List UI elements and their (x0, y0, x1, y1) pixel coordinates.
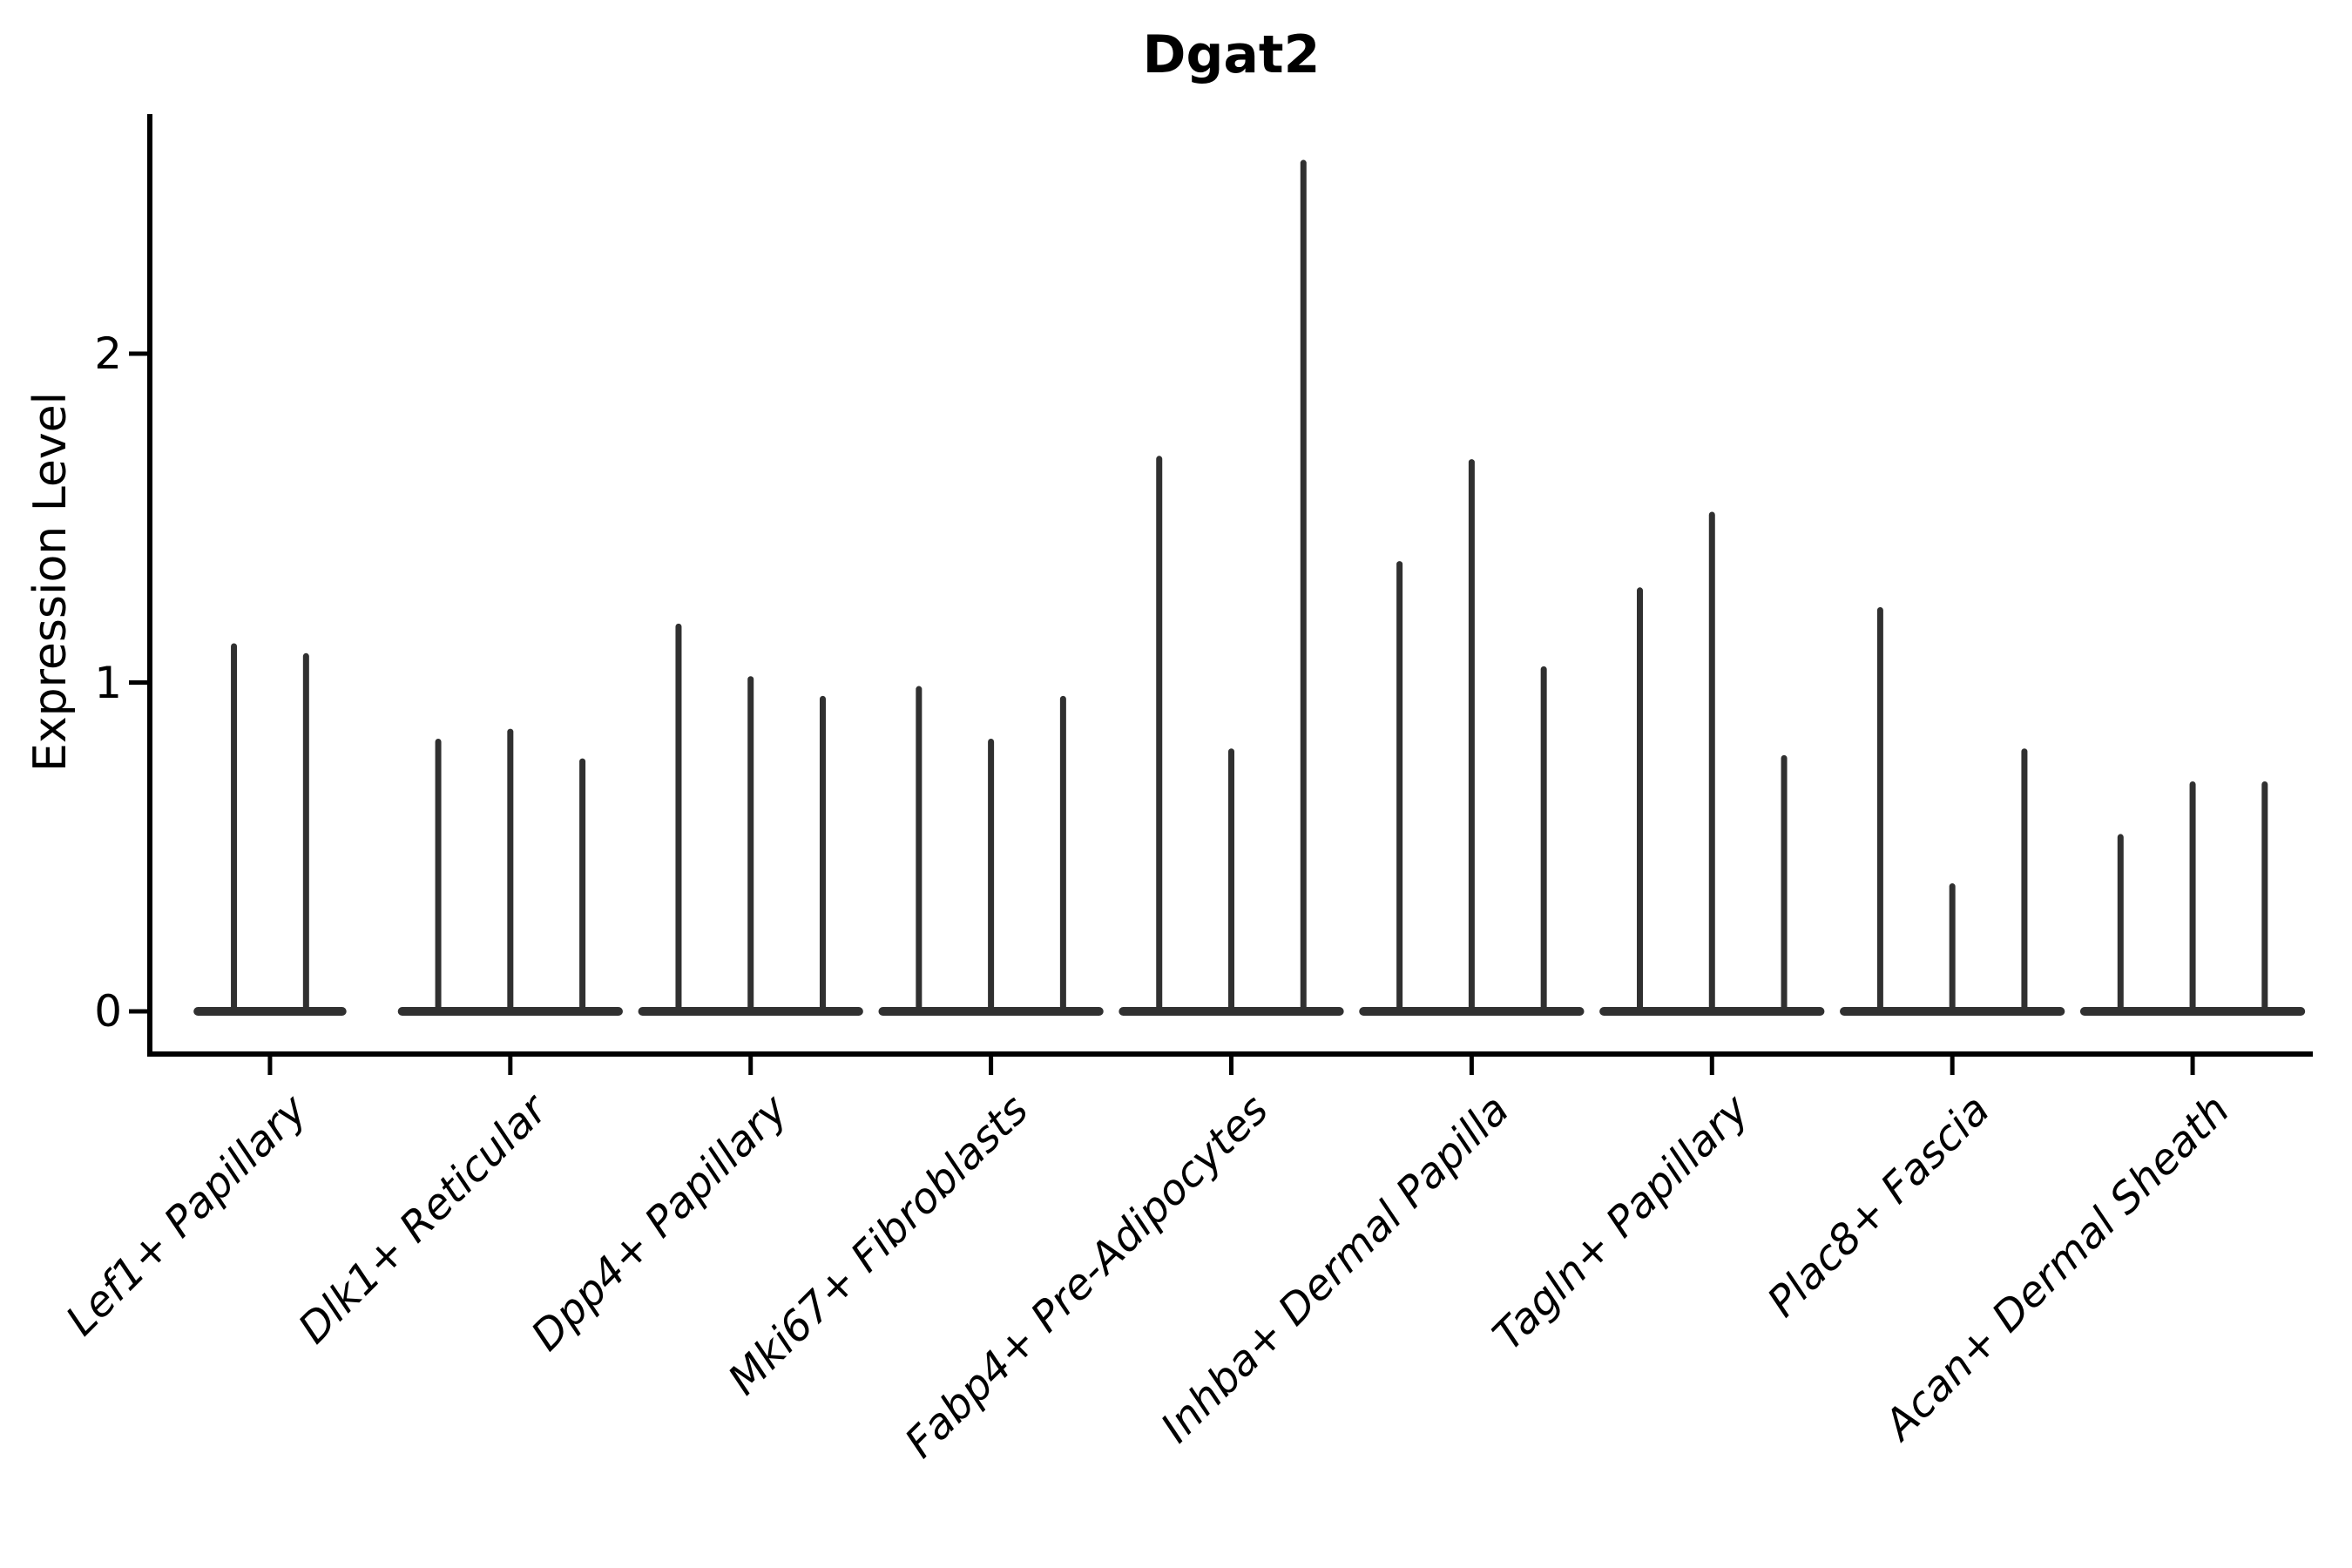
y-tick-label: 1 (94, 657, 122, 708)
y-tick-label: 2 (94, 328, 122, 379)
chart-title: Dgat2 (1142, 24, 1321, 85)
y-tick-label: 0 (94, 986, 122, 1037)
